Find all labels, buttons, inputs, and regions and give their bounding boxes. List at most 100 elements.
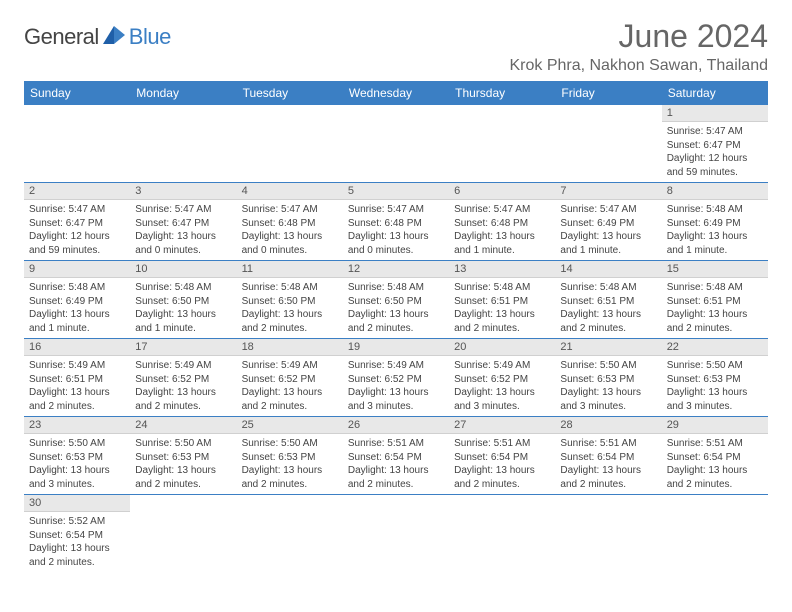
sunset-line: Sunset: 6:51 PM bbox=[560, 295, 656, 309]
daylight-line: Daylight: 13 hours and 1 minute. bbox=[667, 230, 763, 257]
sunrise-line: Sunrise: 5:48 AM bbox=[454, 281, 550, 295]
calendar-cell: 7Sunrise: 5:47 AMSunset: 6:49 PMDaylight… bbox=[555, 183, 661, 261]
daylight-line: Daylight: 13 hours and 2 minutes. bbox=[560, 464, 656, 491]
sunset-line: Sunset: 6:53 PM bbox=[667, 373, 763, 387]
calendar-cell bbox=[343, 495, 449, 573]
sunset-line: Sunset: 6:49 PM bbox=[29, 295, 125, 309]
calendar-cell: 28Sunrise: 5:51 AMSunset: 6:54 PMDayligh… bbox=[555, 417, 661, 495]
calendar-cell bbox=[130, 495, 236, 573]
sunrise-line: Sunrise: 5:50 AM bbox=[242, 437, 338, 451]
daylight-line: Daylight: 13 hours and 1 minute. bbox=[135, 308, 231, 335]
calendar-cell bbox=[555, 105, 661, 183]
daylight-line: Daylight: 13 hours and 2 minutes. bbox=[29, 386, 125, 413]
calendar-cell: 23Sunrise: 5:50 AMSunset: 6:53 PMDayligh… bbox=[24, 417, 130, 495]
sunrise-line: Sunrise: 5:47 AM bbox=[348, 203, 444, 217]
sunrise-line: Sunrise: 5:48 AM bbox=[667, 203, 763, 217]
sunset-line: Sunset: 6:48 PM bbox=[242, 217, 338, 231]
sunrise-line: Sunrise: 5:48 AM bbox=[29, 281, 125, 295]
sunset-line: Sunset: 6:54 PM bbox=[29, 529, 125, 543]
day-number: 16 bbox=[24, 339, 130, 356]
day-details: Sunrise: 5:49 AMSunset: 6:52 PMDaylight:… bbox=[237, 356, 343, 416]
calendar-cell: 25 Sunrise: 5:50 AMSunset: 6:53 PMDayligh… bbox=[237, 417, 343, 495]
day-details: Sunrise: 5:48 AMSunset: 6:51 PMDaylight:… bbox=[662, 278, 768, 338]
daylight-line: Daylight: 13 hours and 2 minutes. bbox=[560, 308, 656, 335]
day-details: Sunrise: 5:47 AMSunset: 6:48 PMDaylight:… bbox=[237, 200, 343, 260]
day-details: Sunrise: 5:52 AMSunset: 6:54 PMDaylight:… bbox=[24, 512, 130, 572]
sunset-line: Sunset: 6:50 PM bbox=[348, 295, 444, 309]
day-details: Sunrise: 5:48 AMSunset: 6:49 PMDaylight:… bbox=[662, 200, 768, 260]
sunset-line: Sunset: 6:54 PM bbox=[560, 451, 656, 465]
sunset-line: Sunset: 6:48 PM bbox=[454, 217, 550, 231]
daylight-line: Daylight: 13 hours and 3 minutes. bbox=[560, 386, 656, 413]
calendar-cell bbox=[555, 495, 661, 573]
weekday-header: Sunday bbox=[24, 81, 130, 105]
daylight-line: Daylight: 13 hours and 2 minutes. bbox=[454, 464, 550, 491]
sunset-line: Sunset: 6:51 PM bbox=[667, 295, 763, 309]
weekday-header: Monday bbox=[130, 81, 236, 105]
logo-word1: General bbox=[24, 24, 99, 50]
sunset-line: Sunset: 6:53 PM bbox=[560, 373, 656, 387]
logo-word2: Blue bbox=[129, 24, 171, 50]
sunset-line: Sunset: 6:53 PM bbox=[29, 451, 125, 465]
day-details: Sunrise: 5:49 AMSunset: 6:52 PMDaylight:… bbox=[130, 356, 236, 416]
daylight-line: Daylight: 13 hours and 0 minutes. bbox=[242, 230, 338, 257]
sunrise-line: Sunrise: 5:50 AM bbox=[667, 359, 763, 373]
day-details: Sunrise: 5:49 AMSunset: 6:51 PMDaylight:… bbox=[24, 356, 130, 416]
day-number: 19 bbox=[343, 339, 449, 356]
day-details: Sunrise: 5:47 AMSunset: 6:48 PMDaylight:… bbox=[343, 200, 449, 260]
calendar-cell: 27Sunrise: 5:51 AMSunset: 6:54 PMDayligh… bbox=[449, 417, 555, 495]
calendar-cell bbox=[449, 105, 555, 183]
day-number: 10 bbox=[130, 261, 236, 278]
daylight-line: Daylight: 12 hours and 59 minutes. bbox=[667, 152, 763, 179]
daylight-line: Daylight: 13 hours and 2 minutes. bbox=[242, 464, 338, 491]
sunrise-line: Sunrise: 5:48 AM bbox=[242, 281, 338, 295]
calendar-cell: 24Sunrise: 5:50 AMSunset: 6:53 PMDayligh… bbox=[130, 417, 236, 495]
sunset-line: Sunset: 6:53 PM bbox=[135, 451, 231, 465]
day-details: Sunrise: 5:47 AMSunset: 6:47 PMDaylight:… bbox=[662, 122, 768, 182]
sunrise-line: Sunrise: 5:50 AM bbox=[135, 437, 231, 451]
day-number: 15 bbox=[662, 261, 768, 278]
sunset-line: Sunset: 6:51 PM bbox=[454, 295, 550, 309]
daylight-line: Daylight: 13 hours and 1 minute. bbox=[29, 308, 125, 335]
day-details: Sunrise: 5:47 AMSunset: 6:47 PMDaylight:… bbox=[24, 200, 130, 260]
sunrise-line: Sunrise: 5:49 AM bbox=[454, 359, 550, 373]
calendar-cell bbox=[449, 495, 555, 573]
calendar-cell: 21Sunrise: 5:50 AMSunset: 6:53 PMDayligh… bbox=[555, 339, 661, 417]
sunrise-line: Sunrise: 5:47 AM bbox=[560, 203, 656, 217]
calendar-cell: 11Sunrise: 5:48 AMSunset: 6:50 PMDayligh… bbox=[237, 261, 343, 339]
weekday-header: Saturday bbox=[662, 81, 768, 105]
calendar-week-row: 9Sunrise: 5:48 AMSunset: 6:49 PMDaylight… bbox=[24, 261, 768, 339]
location-subtitle: Krok Phra, Nakhon Sawan, Thailand bbox=[509, 57, 768, 75]
day-number: 25 bbox=[237, 417, 343, 434]
day-details: Sunrise: 5:47 AMSunset: 6:48 PMDaylight:… bbox=[449, 200, 555, 260]
day-number: 20 bbox=[449, 339, 555, 356]
daylight-line: Daylight: 13 hours and 2 minutes. bbox=[348, 308, 444, 335]
day-details: Sunrise: 5:51 AMSunset: 6:54 PMDaylight:… bbox=[343, 434, 449, 494]
day-number: 18 bbox=[237, 339, 343, 356]
day-number: 9 bbox=[24, 261, 130, 278]
daylight-line: Daylight: 13 hours and 2 minutes. bbox=[242, 308, 338, 335]
day-details: Sunrise: 5:47 AMSunset: 6:47 PMDaylight:… bbox=[130, 200, 236, 260]
sunset-line: Sunset: 6:48 PM bbox=[348, 217, 444, 231]
calendar-cell bbox=[130, 105, 236, 183]
daylight-line: Daylight: 13 hours and 1 minute. bbox=[560, 230, 656, 257]
daylight-line: Daylight: 13 hours and 2 minutes. bbox=[242, 386, 338, 413]
sunset-line: Sunset: 6:54 PM bbox=[454, 451, 550, 465]
day-number: 28 bbox=[555, 417, 661, 434]
page-title: June 2024 bbox=[509, 18, 768, 55]
daylight-line: Daylight: 13 hours and 2 minutes. bbox=[135, 386, 231, 413]
weekday-header: Tuesday bbox=[237, 81, 343, 105]
day-number: 4 bbox=[237, 183, 343, 200]
day-number: 24 bbox=[130, 417, 236, 434]
daylight-line: Daylight: 13 hours and 3 minutes. bbox=[348, 386, 444, 413]
daylight-line: Daylight: 13 hours and 3 minutes. bbox=[29, 464, 125, 491]
sunset-line: Sunset: 6:47 PM bbox=[29, 217, 125, 231]
day-number: 11 bbox=[237, 261, 343, 278]
logo: General Blue bbox=[24, 24, 171, 50]
calendar-cell: 10Sunrise: 5:48 AMSunset: 6:50 PMDayligh… bbox=[130, 261, 236, 339]
day-number: 6 bbox=[449, 183, 555, 200]
sunset-line: Sunset: 6:53 PM bbox=[242, 451, 338, 465]
calendar-cell: 4Sunrise: 5:47 AMSunset: 6:48 PMDaylight… bbox=[237, 183, 343, 261]
calendar-cell: 20Sunrise: 5:49 AMSunset: 6:52 PMDayligh… bbox=[449, 339, 555, 417]
sunset-line: Sunset: 6:52 PM bbox=[135, 373, 231, 387]
